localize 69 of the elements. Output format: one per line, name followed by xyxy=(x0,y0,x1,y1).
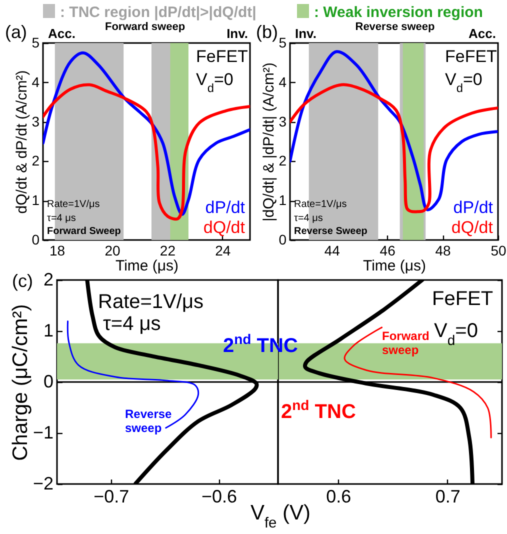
y-tick-label: 3 xyxy=(32,113,40,130)
x-tick-label: 48 xyxy=(435,242,452,258)
text: Reverse sweep xyxy=(355,21,436,33)
annotation: V$_{d}$=0 xyxy=(196,70,234,95)
annotation: FeFET xyxy=(432,288,494,310)
annotation: Rate=1V/μs xyxy=(294,199,347,210)
y-tick-label: −2 xyxy=(32,474,54,494)
annotation: V$_{d}$=0 xyxy=(434,320,478,348)
x-tick-label: 0.6 xyxy=(326,486,352,506)
y-axis-title: Charge (μC/cm²) xyxy=(8,304,32,461)
y-axis-title: |dQ/dt| & |dP/dt| (A/cm²) xyxy=(260,62,278,222)
x-axis-title: V$_{fe}$ (V) xyxy=(250,502,311,532)
text: Acc. xyxy=(468,26,496,41)
text: Forward sweep xyxy=(104,21,186,33)
annotation: 2$^{nd}$ TNC xyxy=(281,397,356,423)
series-label: dQ/dt xyxy=(451,218,494,237)
y-tick-label: 4 xyxy=(278,74,287,90)
text: Acc. xyxy=(48,26,76,41)
legend-label: : Weak inversion region xyxy=(314,4,483,21)
annotation: τ=4 μs xyxy=(103,313,161,335)
y-tick-label: −1 xyxy=(32,422,54,442)
annotation: Forward Sweep xyxy=(47,226,121,237)
text: (c) xyxy=(12,271,33,291)
y-tick-label: 5 xyxy=(32,34,40,50)
y-tick-label: 1 xyxy=(278,192,287,208)
annotation: τ=4 μs xyxy=(47,213,76,224)
text: (a) xyxy=(5,22,27,42)
y-tick-label: 5 xyxy=(278,34,287,50)
annotation: Reverse Sweep xyxy=(294,226,368,237)
y-tick-label: 2 xyxy=(278,152,287,169)
text: (b) xyxy=(256,22,278,42)
y-axis-title: dQ/dt & dP/dt (A/cm²) xyxy=(14,70,31,214)
annotation: Forward sweep xyxy=(382,329,430,357)
x-tick-label: 22 xyxy=(160,242,176,258)
x-tick-label: 0.7 xyxy=(435,486,460,506)
x-tick-label: −0.7 xyxy=(94,486,130,506)
annotation: FeFET xyxy=(196,47,248,66)
line-series xyxy=(43,51,250,216)
x-tick-label: 18 xyxy=(50,242,66,258)
annotation: Rate=1V/μs xyxy=(98,291,204,313)
y-tick-label: 2 xyxy=(43,270,54,290)
line-series xyxy=(290,50,498,212)
text: Inv. xyxy=(226,26,248,41)
series-label: dP/dt xyxy=(205,198,246,217)
y-tick-label: 2 xyxy=(32,152,40,169)
x-axis-title: Time (μs) xyxy=(362,258,426,274)
y-tick-label: 1 xyxy=(43,320,54,340)
x-axis-title: Time (μs) xyxy=(115,258,179,274)
annotation: FeFET xyxy=(445,47,497,66)
text: Inv. xyxy=(295,26,316,41)
y-tick-label: 1 xyxy=(32,192,40,208)
x-tick-label: 46 xyxy=(380,242,396,258)
x-tick-label: 50 xyxy=(490,242,506,258)
legend-label: : TNC region |dP/dt|>|dQ/dt| xyxy=(60,4,256,21)
x-tick-label: −0.6 xyxy=(201,486,237,506)
annotation: Rate=1V/μs xyxy=(47,199,100,210)
series-label: dQ/dt xyxy=(203,218,246,237)
y-tick-label: 0 xyxy=(278,232,287,248)
x-tick-label: 24 xyxy=(215,242,231,258)
series-label: dP/dt xyxy=(453,198,494,217)
y-tick-label: 0 xyxy=(32,232,40,248)
x-tick-label: 44 xyxy=(324,242,340,258)
annotation: Reverse sweep xyxy=(125,407,172,435)
y-tick-label: 3 xyxy=(278,113,287,130)
annotation: V$_{d}$=0 xyxy=(445,70,482,95)
y-tick-label: 0 xyxy=(43,372,54,392)
y-tick-label: 4 xyxy=(32,74,40,90)
x-tick-label: 20 xyxy=(104,242,120,258)
annotation: τ=4 μs xyxy=(294,213,323,224)
